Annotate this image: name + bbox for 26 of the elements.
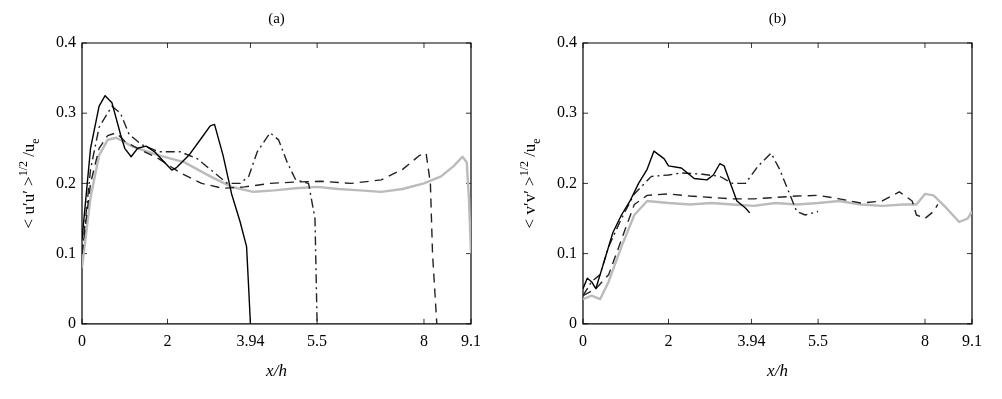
chart-title: (a) xyxy=(268,9,285,27)
y-tick-label: 0.2 xyxy=(557,173,577,191)
x-tick-label: 5.5 xyxy=(808,331,829,349)
x-axis-title: x/h xyxy=(766,361,788,381)
chart-title: (b) xyxy=(768,9,787,27)
x-tick-label: 3.94 xyxy=(737,331,766,349)
x-tick-label: 3.94 xyxy=(236,331,265,349)
x-tick-label: 8 xyxy=(920,331,929,349)
y-tick-label: 0.3 xyxy=(557,103,577,121)
y-tick-label: 0 xyxy=(569,314,577,331)
x-tick-label: 9.1 xyxy=(962,331,982,349)
x-tick-label: 8 xyxy=(419,331,428,349)
y-tick-label: 0.1 xyxy=(56,243,76,261)
y-tick-label: 0.3 xyxy=(56,103,76,121)
x-axis-title: x/h xyxy=(265,361,287,381)
y-tick-label: 0.4 xyxy=(557,33,577,51)
x-tick-label: 5.5 xyxy=(307,331,328,349)
x-tick-label: 2 xyxy=(163,331,172,349)
y-tick-label: 0.1 xyxy=(557,243,577,261)
y-axis-title: < u′u′ >1/2 /ue xyxy=(16,138,43,229)
x-tick-label: 9.1 xyxy=(461,331,481,349)
x-tick-label: 2 xyxy=(664,331,673,349)
y-tick-label: 0.2 xyxy=(56,173,76,191)
y-tick-label: 0 xyxy=(68,314,76,331)
y-tick-label: 0.4 xyxy=(56,33,76,51)
y-axis-title: < v′v′ >1/2 /ue xyxy=(517,138,544,229)
